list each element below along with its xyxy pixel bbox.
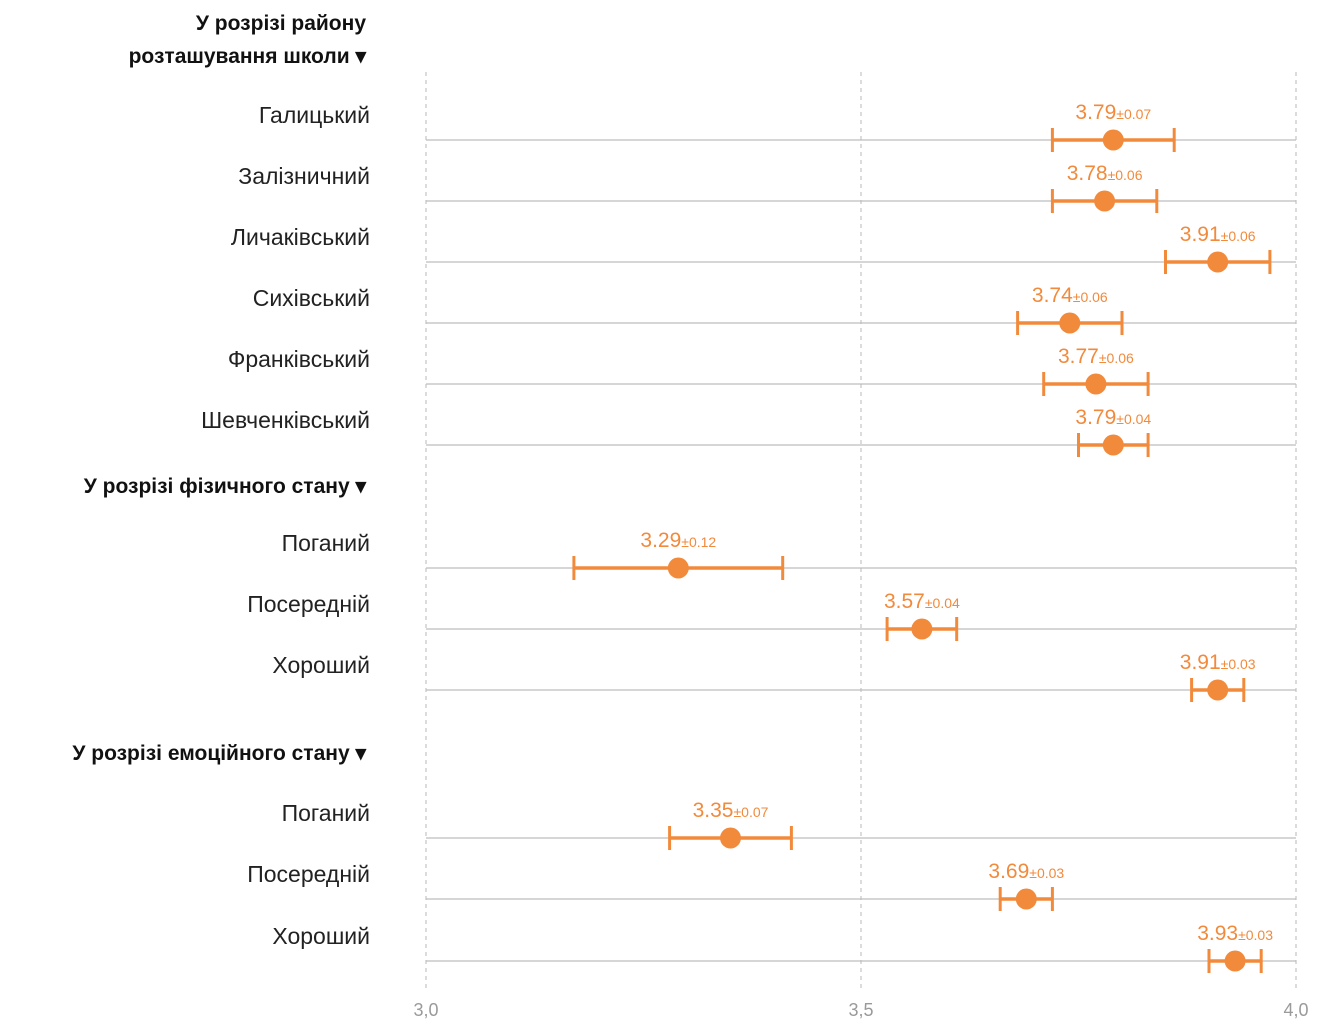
value-label-main: 3.93 [1197, 922, 1238, 945]
chart-row: Поганий 3.35±0.07 [282, 799, 1296, 850]
chart-row: Поганий 3.29±0.12 [282, 529, 1296, 580]
value-label-error: ±0.06 [1221, 228, 1256, 244]
value-label: 3.29±0.12 [640, 529, 716, 552]
chart-row: Хороший 3.91±0.03 [272, 651, 1296, 702]
row-label: Шевченківський [201, 407, 370, 433]
chart-row: Хороший 3.93±0.03 [272, 922, 1296, 973]
data-point [911, 618, 933, 640]
row-label: Посередній [247, 861, 370, 887]
value-label-main: 3.57 [884, 590, 925, 613]
data-point [1207, 679, 1229, 701]
value-label-error: ±0.03 [1221, 656, 1256, 672]
x-tick-label: 3,0 [413, 1000, 438, 1020]
value-label-error: ±0.04 [925, 595, 960, 611]
row-label: Поганий [282, 530, 370, 556]
chart-row: Шевченківський 3.79±0.04 [201, 406, 1296, 457]
x-tick-label: 4,0 [1283, 1000, 1308, 1020]
value-label-main: 3.79 [1075, 406, 1116, 429]
value-label-error: ±0.07 [733, 804, 768, 820]
group-title: розташування школи ▾ [129, 45, 368, 68]
value-label: 3.74±0.06 [1032, 284, 1108, 307]
chart-row: Франківський 3.77±0.06 [228, 345, 1296, 396]
value-label-main: 3.91 [1180, 223, 1221, 246]
value-label-main: 3.77 [1058, 345, 1099, 368]
value-label: 3.91±0.06 [1180, 223, 1256, 246]
value-label: 3.78±0.06 [1067, 162, 1143, 185]
data-point [667, 557, 689, 579]
value-label-main: 3.35 [693, 799, 734, 822]
value-label: 3.93±0.03 [1197, 922, 1273, 945]
value-label: 3.79±0.07 [1075, 101, 1151, 124]
data-point [1015, 888, 1037, 910]
data-point [1085, 373, 1107, 395]
rows-layer: У розрізі району розташування школи ▾ Гали… [72, 12, 1296, 973]
row-label: Франківський [228, 346, 370, 372]
value-label-main: 3.78 [1067, 162, 1108, 185]
row-label: Хороший [272, 652, 370, 678]
value-label-main: 3.69 [988, 860, 1029, 883]
value-label: 3.69±0.03 [988, 860, 1064, 883]
data-point [1059, 312, 1081, 334]
row-label: Галицький [259, 102, 370, 128]
value-label-error: ±0.06 [1073, 289, 1108, 305]
value-label-error: ±0.04 [1116, 411, 1151, 427]
row-label: Сихівський [253, 285, 370, 311]
row-label: Личаківський [231, 224, 370, 250]
value-label-main: 3.79 [1075, 101, 1116, 124]
value-label-error: ±0.12 [681, 534, 716, 550]
value-label-error: ±0.06 [1099, 350, 1134, 366]
data-point [720, 827, 741, 849]
value-label: 3.57±0.04 [884, 590, 960, 613]
row-label: Поганий [282, 800, 370, 826]
group-2: У розрізі фізичного стану ▾Поганий 3.29±0… [84, 475, 1296, 702]
data-point [1224, 950, 1246, 972]
value-label-main: 3.29 [640, 529, 681, 552]
row-label: Залізничний [238, 163, 370, 189]
data-point [1094, 190, 1116, 212]
chart-row: Залізничний 3.78±0.06 [238, 162, 1296, 213]
data-point [1102, 129, 1124, 151]
chart-row: Сихівський 3.74±0.06 [253, 284, 1296, 335]
data-point [1102, 434, 1124, 456]
group-3: У розрізі емоційного стану ▾Поганий 3.35±… [72, 742, 1296, 973]
grid-layer [425, 72, 1297, 990]
value-label-error: ±0.06 [1108, 167, 1143, 183]
group-title: У розрізі району [196, 12, 366, 35]
chart-row: Посередній 3.69±0.03 [247, 860, 1296, 911]
value-label: 3.79±0.04 [1075, 406, 1151, 429]
chart-row: Галицький 3.79±0.07 [259, 101, 1296, 152]
value-label-error: ±0.03 [1238, 927, 1273, 943]
value-label-main: 3.91 [1180, 651, 1221, 674]
value-label-error: ±0.03 [1029, 865, 1064, 881]
group-title: У розрізі фізичного стану ▾ [84, 475, 368, 498]
value-label-error: ±0.07 [1116, 106, 1151, 122]
value-label: 3.91±0.03 [1180, 651, 1256, 674]
x-tick-label: 3,5 [848, 1000, 873, 1020]
row-label: Хороший [272, 923, 370, 949]
value-label-main: 3.74 [1032, 284, 1073, 307]
x-axis: 3,0 3,5 4,0 [413, 1000, 1308, 1020]
row-label: Посередній [247, 591, 370, 617]
chart-row: Посередній 3.57±0.04 [247, 590, 1296, 641]
group-title: У розрізі емоційного стану ▾ [72, 742, 367, 765]
value-label: 3.77±0.06 [1058, 345, 1134, 368]
data-point [1207, 251, 1229, 273]
chart-row: Личаківський 3.91±0.06 [231, 223, 1296, 274]
group-1: У розрізі району розташування школи ▾ Гали… [129, 12, 1296, 457]
value-label: 3.35±0.07 [693, 799, 769, 822]
